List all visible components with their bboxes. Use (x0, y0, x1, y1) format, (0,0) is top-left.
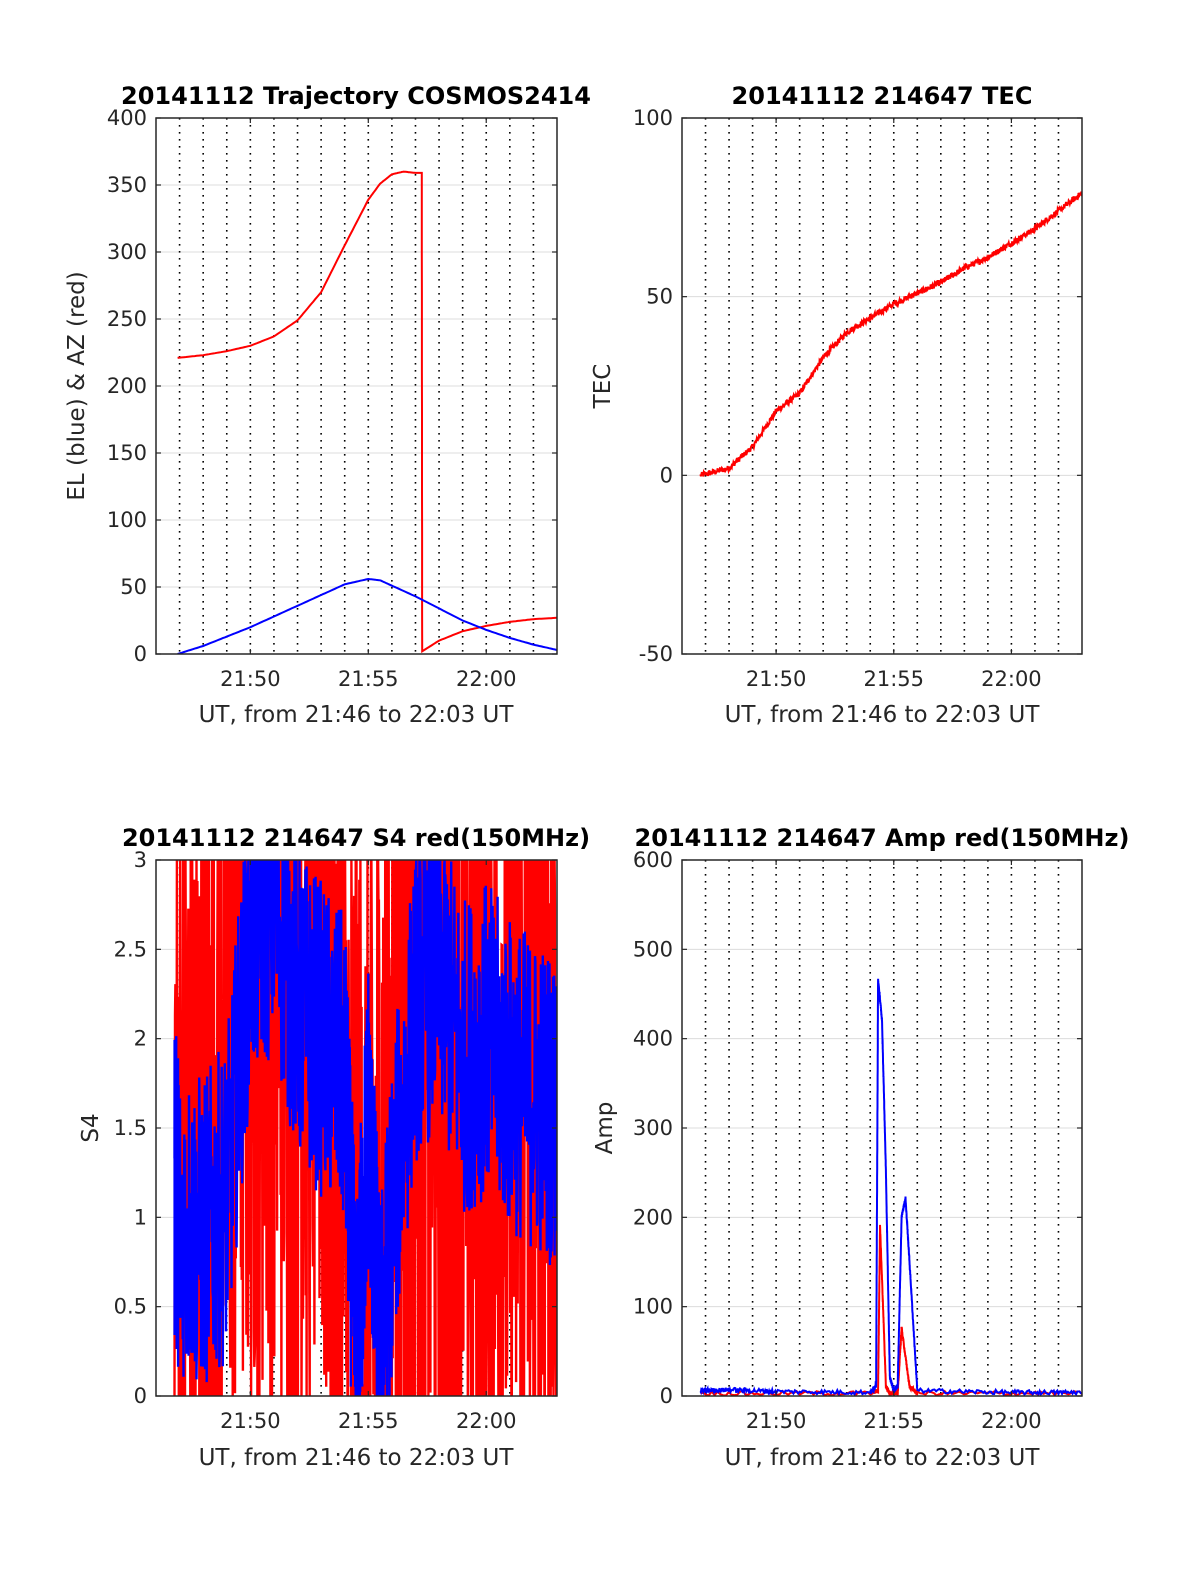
y-tick-label: 50 (646, 285, 673, 309)
x-tick-label: 21:55 (863, 667, 924, 691)
axis-box (681, 117, 1083, 655)
s4-panel: 20141112 214647 S4 red(150MHz) UT, from … (78, 824, 590, 1471)
y-tick-label: 200 (107, 374, 147, 398)
x-axis-label: UT, from 21:46 to 22:03 UT (725, 702, 1041, 728)
y-axis-label: S4 (78, 1113, 104, 1142)
x-tick-label: 22:00 (456, 667, 517, 691)
x-tick-label: 21:55 (863, 1409, 924, 1433)
y-tick-label: 400 (107, 106, 147, 130)
x-tick-label: 21:50 (746, 667, 807, 691)
series-line-blue (173, 860, 557, 1396)
y-tick-label: 400 (633, 1027, 673, 1051)
x-tick-label: 22:00 (981, 1409, 1042, 1433)
y-tick-label: 0 (134, 1384, 147, 1408)
panel-title: 20141112 214647 TEC (732, 82, 1033, 110)
amp-panel: 20141112 214647 Amp red(150MHz) UT, from… (592, 824, 1129, 1471)
panel-title: 20141112 Trajectory COSMOS2414 (121, 82, 591, 110)
x-axis-label: UT, from 21:46 to 22:03 UT (199, 1445, 515, 1471)
x-axis-label: UT, from 21:46 to 22:03 UT (725, 1445, 1041, 1471)
x-axis-label: UT, from 21:46 to 22:03 UT (199, 702, 515, 728)
panel-title: 20141112 214647 Amp red(150MHz) (635, 824, 1130, 852)
y-tick-label: 300 (633, 1116, 673, 1140)
y-tick-label: 50 (120, 575, 147, 599)
x-tick-label: 21:55 (338, 1409, 399, 1433)
x-tick-label: 21:50 (746, 1409, 807, 1433)
y-tick-label: 0 (660, 1384, 673, 1408)
y-tick-label: 100 (633, 106, 673, 130)
y-tick-label: 1 (134, 1205, 147, 1229)
y-axis-label: EL (blue) & AZ (red) (64, 271, 90, 500)
series-line-red (700, 1224, 1082, 1396)
y-tick-label: 3 (134, 848, 147, 872)
trajectory-panel: 20141112 Trajectory COSMOS2414 UT, from … (64, 82, 591, 728)
panel-title: 20141112 214647 S4 red(150MHz) (122, 824, 590, 852)
y-tick-label: 150 (107, 441, 147, 465)
y-tick-label: 0 (660, 463, 673, 487)
y-tick-label: 0.5 (114, 1295, 147, 1319)
y-tick-label: 1.5 (114, 1116, 147, 1140)
y-axis-label: Amp (592, 1102, 618, 1155)
x-tick-label: 22:00 (456, 1409, 517, 1433)
y-tick-label: -50 (639, 642, 673, 666)
y-tick-label: 250 (107, 307, 147, 331)
x-tick-label: 21:50 (220, 1409, 281, 1433)
y-tick-label: 100 (633, 1295, 673, 1319)
x-tick-label: 22:00 (981, 667, 1042, 691)
y-tick-label: 100 (107, 508, 147, 532)
series-line-red (699, 191, 1082, 477)
y-tick-label: 600 (633, 848, 673, 872)
y-axis-label: TEC (590, 364, 616, 410)
y-tick-label: 300 (107, 240, 147, 264)
series-line-blue (699, 978, 1082, 1396)
y-tick-label: 500 (633, 937, 673, 961)
x-tick-label: 21:50 (220, 667, 281, 691)
y-tick-label: 2 (134, 1027, 147, 1051)
y-tick-label: 2.5 (114, 937, 147, 961)
y-tick-label: 350 (107, 173, 147, 197)
x-tick-label: 21:55 (338, 667, 399, 691)
series-line-blue (177, 577, 557, 654)
tec-panel: 20141112 214647 TEC UT, from 21:46 to 22… (590, 82, 1083, 728)
y-tick-label: 0 (134, 642, 147, 666)
y-tick-label: 200 (633, 1205, 673, 1229)
